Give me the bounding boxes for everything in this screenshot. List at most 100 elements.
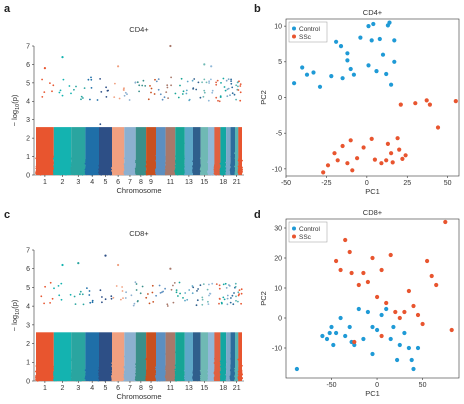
chromosome-3-points <box>70 262 87 382</box>
snp-point <box>239 83 242 85</box>
peak-point <box>117 263 120 267</box>
snp-point <box>203 89 206 92</box>
snp-point <box>91 301 94 304</box>
snp-point <box>44 285 46 288</box>
chromosome-14-points <box>192 78 202 176</box>
snp-point <box>157 78 160 80</box>
chromosome-5-points <box>98 78 113 176</box>
peak-point <box>210 65 213 68</box>
snp-band <box>99 332 112 381</box>
snp-point <box>122 297 124 299</box>
snp-point <box>227 87 230 90</box>
snp-point <box>175 289 178 291</box>
x-axis-label: PC1 <box>365 187 380 196</box>
snp-point <box>230 82 233 85</box>
snp-point <box>69 293 72 296</box>
legend-box <box>288 21 328 43</box>
snp-point <box>124 297 127 299</box>
legend-label: SSc <box>299 34 312 41</box>
snp-point <box>104 298 107 301</box>
snp-point <box>128 99 131 101</box>
x-tick-label: 13 <box>185 179 193 186</box>
snp-band <box>85 332 99 381</box>
chromosome-12-points <box>174 77 186 176</box>
snp-point <box>139 292 142 295</box>
data-point <box>453 99 458 104</box>
chromosome-1-points <box>35 67 55 176</box>
data-point <box>395 136 400 141</box>
y-tick-label: 5 <box>26 80 30 87</box>
y-tick-label: 7 <box>26 247 30 254</box>
legend-label: Control <box>299 26 321 33</box>
data-point <box>366 24 371 29</box>
data-point <box>348 138 353 143</box>
snp-point <box>167 97 170 99</box>
snp-point <box>53 287 55 290</box>
chromosome-9-points <box>145 78 157 176</box>
snp-band <box>99 127 112 175</box>
snp-band <box>71 332 86 381</box>
snp-point <box>158 284 161 287</box>
y-tick-label: 1 <box>26 154 30 161</box>
x-tick-label: 9 <box>149 179 153 186</box>
peak-point <box>169 44 172 48</box>
x-tick-label: 3 <box>76 179 80 186</box>
chromosome-8-points <box>134 79 147 176</box>
snp-band <box>238 127 242 175</box>
x-tick-label: 18 <box>219 179 227 186</box>
data-point <box>384 71 389 77</box>
snp-point <box>172 284 174 287</box>
snp-point <box>199 96 202 99</box>
data-point <box>389 82 394 87</box>
snp-point <box>150 91 152 94</box>
snp-point <box>220 82 222 84</box>
snp-point <box>237 85 239 88</box>
snp-point <box>177 295 179 297</box>
snp-point <box>155 80 158 83</box>
snp-point <box>178 281 181 284</box>
snp-point <box>123 87 125 90</box>
snp-point <box>96 99 99 101</box>
snp-point <box>82 303 85 306</box>
data-point <box>389 151 394 156</box>
y-tick-label: 6 <box>26 266 30 273</box>
series-control <box>292 20 397 89</box>
x-tick-label: 5 <box>104 179 108 186</box>
snp-point <box>203 78 206 81</box>
snp-point <box>90 87 93 89</box>
data-point <box>350 168 355 173</box>
peak-point <box>169 267 172 270</box>
snp-band <box>156 332 166 381</box>
panel-label-a: a <box>4 3 11 15</box>
snp-point <box>123 94 126 97</box>
snp-point <box>238 80 240 83</box>
snp-point <box>86 287 88 289</box>
data-point <box>427 102 432 107</box>
snp-point <box>182 297 184 299</box>
y-tick-label: 1 <box>26 360 30 367</box>
snp-point <box>179 292 182 295</box>
snp-point <box>80 98 82 101</box>
snp-point <box>41 78 43 81</box>
snp-band <box>200 127 208 175</box>
snp-point <box>110 297 113 300</box>
snp-point <box>226 95 229 98</box>
snp-point <box>197 81 200 84</box>
chromosome-13-points <box>183 285 194 382</box>
x-tick-label: 0 <box>365 180 369 187</box>
data-point <box>380 52 386 57</box>
snp-point <box>185 89 188 92</box>
data-point <box>335 158 340 163</box>
plot-frame <box>285 18 460 177</box>
snp-band <box>156 127 166 175</box>
data-point <box>413 101 418 106</box>
chromosome-17-points <box>213 79 222 176</box>
data-point <box>398 102 403 107</box>
snp-point <box>126 93 128 96</box>
y-tick-label: 4 <box>26 99 30 106</box>
snp-point <box>99 289 102 292</box>
data-point <box>387 20 392 25</box>
snp-point <box>175 291 178 294</box>
snp-point <box>75 85 77 88</box>
